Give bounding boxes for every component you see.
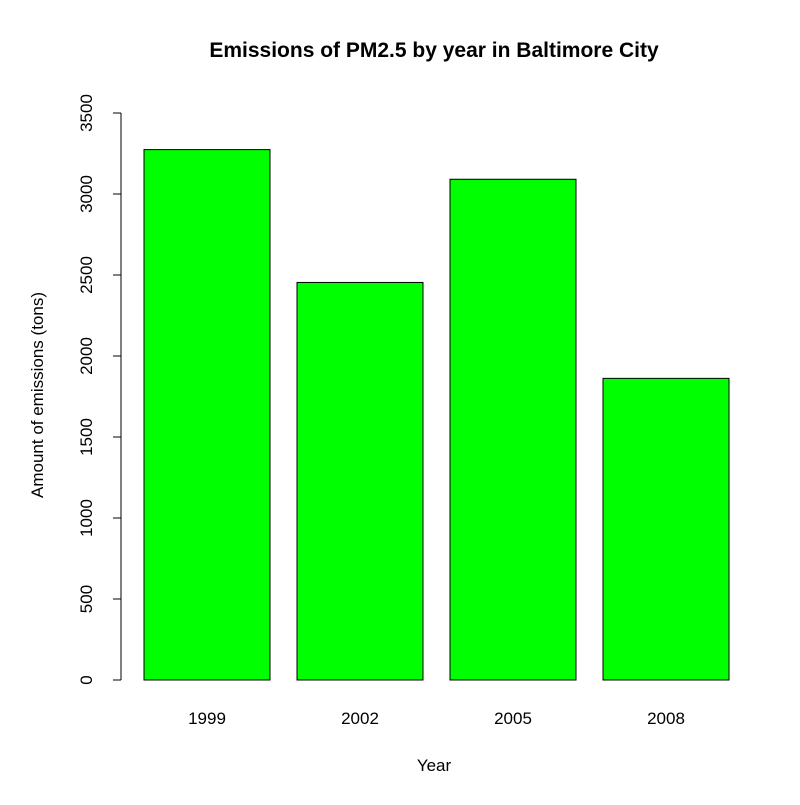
- x-axis: 1999 2002 2005 2008: [188, 709, 685, 728]
- bar-2008: [602, 377, 730, 681]
- x-tick-label: 2005: [494, 709, 532, 728]
- y-tick-label: 2500: [77, 256, 96, 294]
- y-tick-label: 3500: [77, 94, 96, 132]
- y-tick-label: 1500: [77, 418, 96, 456]
- y-tick-label: 500: [77, 585, 96, 613]
- chart-title: Emissions of PM2.5 by year in Baltimore …: [209, 39, 659, 62]
- bar-2002: [296, 281, 424, 681]
- y-tick-label: 3000: [77, 175, 96, 213]
- y-axis: 0 500 1000 1500 2000 2500 3000 3500: [77, 94, 122, 685]
- y-tick-label: 0: [77, 675, 96, 684]
- y-tick-label: 1000: [77, 499, 96, 537]
- x-tick-label: 2002: [341, 709, 379, 728]
- bars-layer: [143, 149, 730, 681]
- x-tick-label: 2008: [647, 709, 685, 728]
- x-axis-label: Year: [417, 756, 452, 775]
- y-tick-label: 2000: [77, 337, 96, 375]
- bar-2005: [449, 178, 577, 681]
- x-tick-label: 1999: [188, 709, 226, 728]
- y-axis-label: Amount of emissions (tons): [28, 292, 47, 498]
- bar-1999: [143, 149, 271, 681]
